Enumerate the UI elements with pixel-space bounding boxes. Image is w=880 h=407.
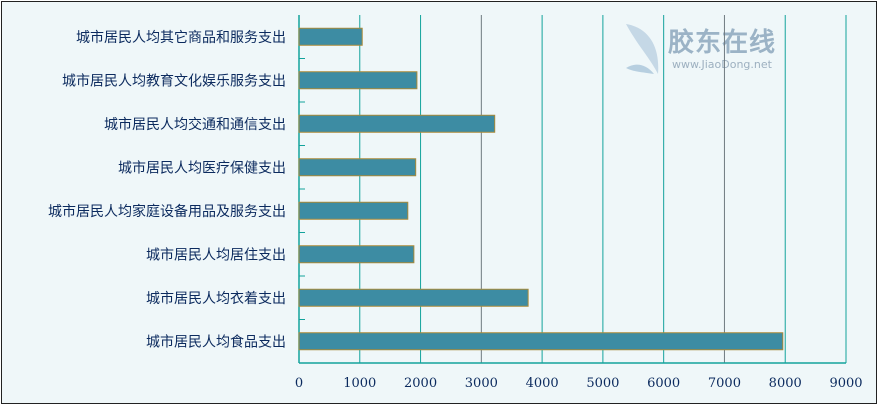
bar (298, 114, 496, 133)
x-tick-label: 0 (295, 376, 303, 391)
x-tick-label: 8000 (769, 376, 802, 391)
x-tick-label: 6000 (647, 376, 680, 391)
bar (298, 288, 529, 307)
watermark-logo: 胶东在线 www.JiaoDong.net (620, 18, 790, 78)
watermark-url: www.JiaoDong.net (672, 58, 772, 71)
category-label: 城市居民人均居住支出 (146, 246, 286, 263)
bar (298, 245, 415, 264)
x-tick-label: 1000 (343, 376, 376, 391)
logo-icon (626, 24, 659, 74)
x-tick-label: 9000 (829, 376, 862, 391)
category-label: 城市居民人均其它商品和服务支出 (76, 29, 286, 46)
watermark-name: 胶东在线 (668, 28, 777, 58)
bar (298, 27, 363, 46)
category-label: 城市居民人均交通和通信支出 (104, 116, 286, 133)
category-label: 城市居民人均食品支出 (146, 333, 286, 350)
bar (298, 71, 418, 90)
bar (298, 158, 417, 177)
x-tick-label: 3000 (465, 376, 498, 391)
category-label: 城市居民人均医疗保健支出 (118, 159, 286, 176)
category-label: 城市居民人均教育文化娱乐服务支出 (62, 72, 286, 89)
x-tick-label: 5000 (586, 376, 619, 391)
x-tick-label: 4000 (526, 376, 559, 391)
x-tick-label: 7000 (708, 376, 741, 391)
category-label: 城市居民人均家庭设备用品及服务支出 (48, 203, 286, 220)
bar (298, 332, 784, 351)
x-tick-label: 2000 (404, 376, 437, 391)
category-label: 城市居民人均衣着支出 (146, 290, 286, 307)
bar (298, 201, 409, 220)
